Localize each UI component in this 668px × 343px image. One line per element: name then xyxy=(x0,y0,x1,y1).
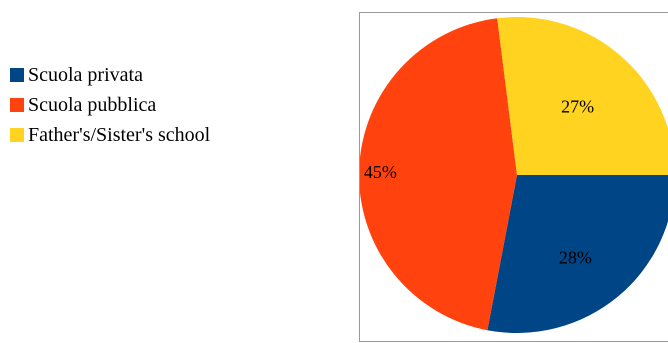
pie-chart: 28% 45% 27% xyxy=(360,17,668,333)
legend-swatch xyxy=(10,128,24,142)
legend-item-fathers-sisters-school: Father's/Sister's school xyxy=(10,122,210,148)
pie-slice-scuola-pubblica xyxy=(360,18,517,331)
legend-item-scuola-pubblica: Scuola pubblica xyxy=(10,92,210,118)
data-label: 27% xyxy=(561,96,594,116)
legend-item-scuola-privata: Scuola privata xyxy=(10,62,210,88)
legend-swatch xyxy=(10,68,24,82)
pie-slice-scuola-privata xyxy=(487,175,668,333)
data-label: 28% xyxy=(559,248,592,268)
legend-label: Scuola privata xyxy=(28,63,143,86)
plot-area: 28% 45% 27% xyxy=(359,12,668,342)
pie-slice-father-s-sister-s-school xyxy=(497,17,668,175)
legend-label: Father's/Sister's school xyxy=(28,123,211,146)
legend-swatch xyxy=(10,98,24,112)
legend-label: Scuola pubblica xyxy=(28,93,157,116)
data-label: 45% xyxy=(364,162,397,182)
legend: Scuola privata Scuola pubblica Father's/… xyxy=(10,62,210,152)
